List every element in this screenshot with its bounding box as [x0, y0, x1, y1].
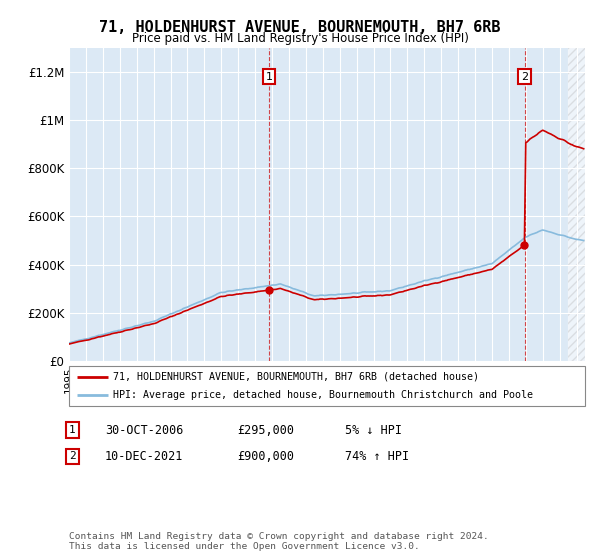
- FancyBboxPatch shape: [69, 366, 585, 406]
- Text: 71, HOLDENHURST AVENUE, BOURNEMOUTH, BH7 6RB: 71, HOLDENHURST AVENUE, BOURNEMOUTH, BH7…: [99, 20, 501, 35]
- Text: 10-DEC-2021: 10-DEC-2021: [105, 450, 184, 463]
- Text: £900,000: £900,000: [237, 450, 294, 463]
- Text: Contains HM Land Registry data © Crown copyright and database right 2024.
This d: Contains HM Land Registry data © Crown c…: [69, 532, 489, 552]
- Bar: [568, 48, 593, 361]
- Text: 71, HOLDENHURST AVENUE, BOURNEMOUTH, BH7 6RB (detached house): 71, HOLDENHURST AVENUE, BOURNEMOUTH, BH7…: [113, 372, 479, 381]
- Text: HPI: Average price, detached house, Bournemouth Christchurch and Poole: HPI: Average price, detached house, Bour…: [113, 390, 533, 400]
- Bar: [568, 48, 593, 361]
- Text: 2: 2: [521, 72, 529, 82]
- Text: 74% ↑ HPI: 74% ↑ HPI: [345, 450, 409, 463]
- Text: £295,000: £295,000: [237, 423, 294, 437]
- Text: Price paid vs. HM Land Registry's House Price Index (HPI): Price paid vs. HM Land Registry's House …: [131, 32, 469, 45]
- Text: 2: 2: [69, 451, 76, 461]
- Text: 1: 1: [69, 425, 76, 435]
- Text: 30-OCT-2006: 30-OCT-2006: [105, 423, 184, 437]
- Text: 1: 1: [266, 72, 272, 82]
- Text: 5% ↓ HPI: 5% ↓ HPI: [345, 423, 402, 437]
